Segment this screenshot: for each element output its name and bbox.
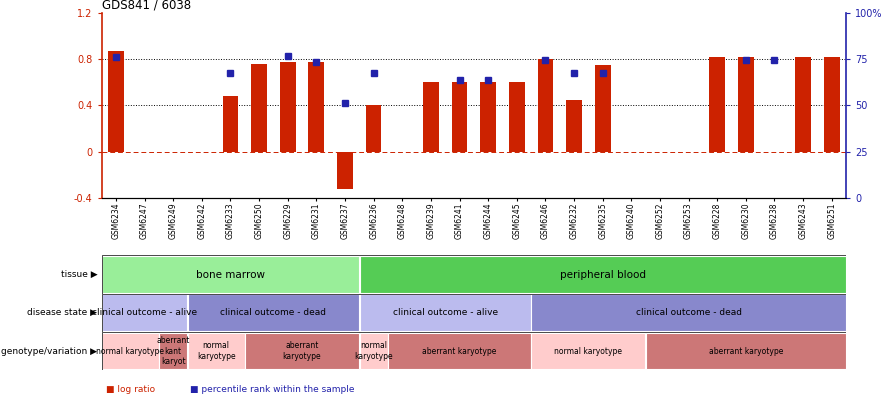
Text: peripheral blood: peripheral blood <box>560 270 645 280</box>
Bar <box>531 295 846 331</box>
Bar <box>223 96 239 152</box>
Bar <box>251 64 267 152</box>
Bar <box>646 333 846 369</box>
Bar <box>566 99 582 152</box>
Bar <box>796 57 811 152</box>
Bar <box>531 333 645 369</box>
Text: clinical outcome - dead: clinical outcome - dead <box>220 308 326 317</box>
Bar <box>366 105 382 152</box>
Text: clinical outcome - alive: clinical outcome - alive <box>392 308 498 317</box>
Bar <box>102 333 158 369</box>
Bar <box>423 82 438 152</box>
Bar <box>388 333 530 369</box>
Bar <box>245 333 359 369</box>
Text: normal
karyotype: normal karyotype <box>354 341 393 361</box>
Bar <box>159 333 187 369</box>
Text: aberrant karyotype: aberrant karyotype <box>423 346 497 356</box>
Bar <box>595 65 611 152</box>
Bar <box>108 51 124 152</box>
Text: normal karyotype: normal karyotype <box>96 346 164 356</box>
Bar <box>280 63 295 152</box>
Bar <box>337 152 353 189</box>
Text: normal karyotype: normal karyotype <box>554 346 622 356</box>
Bar <box>537 59 553 152</box>
Bar <box>709 57 725 152</box>
Text: clinical outcome - alive: clinical outcome - alive <box>92 308 197 317</box>
Bar <box>480 82 496 152</box>
Bar <box>102 256 359 293</box>
Bar <box>360 256 846 293</box>
Text: aberrant
kant
karyot: aberrant kant karyot <box>156 336 190 366</box>
Bar <box>187 333 245 369</box>
Text: bone marrow: bone marrow <box>196 270 265 280</box>
Bar <box>187 295 359 331</box>
Bar <box>824 57 840 152</box>
Text: clinical outcome - dead: clinical outcome - dead <box>636 308 742 317</box>
Bar <box>102 295 187 331</box>
Bar <box>738 57 754 152</box>
Text: aberrant karyotype: aberrant karyotype <box>709 346 783 356</box>
Bar <box>509 82 524 152</box>
Text: normal
karyotype: normal karyotype <box>197 341 235 361</box>
Text: genotype/variation ▶: genotype/variation ▶ <box>1 346 97 356</box>
Text: disease state ▶: disease state ▶ <box>27 308 97 317</box>
Bar <box>360 295 530 331</box>
Text: aberrant
karyotype: aberrant karyotype <box>283 341 322 361</box>
Text: GDS841 / 6038: GDS841 / 6038 <box>102 0 191 11</box>
Bar <box>360 333 388 369</box>
Text: ■ percentile rank within the sample: ■ percentile rank within the sample <box>190 385 354 394</box>
Bar <box>309 63 324 152</box>
Text: ■ log ratio: ■ log ratio <box>106 385 156 394</box>
Bar <box>452 82 468 152</box>
Text: tissue ▶: tissue ▶ <box>61 270 97 279</box>
